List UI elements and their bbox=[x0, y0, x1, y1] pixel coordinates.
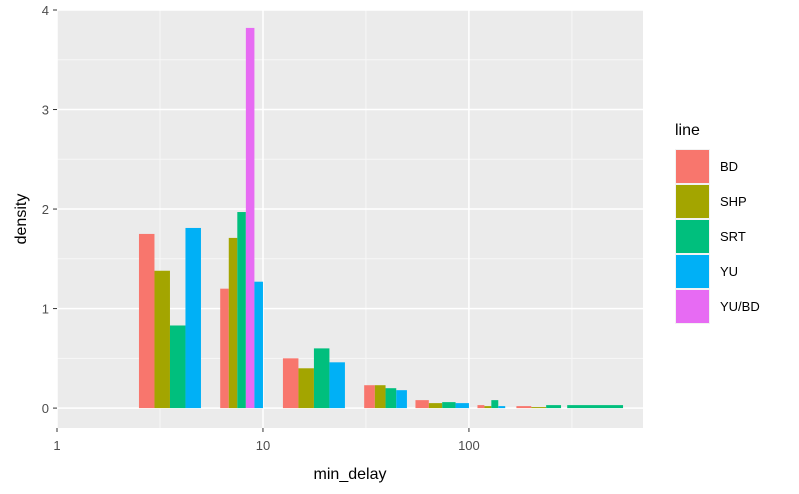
bar-yu bbox=[396, 390, 407, 409]
legend-swatch bbox=[676, 185, 709, 218]
legend-swatch bbox=[676, 150, 709, 183]
bar-shp bbox=[374, 385, 386, 409]
legend-label: YU bbox=[720, 264, 738, 279]
y-axis-title: density bbox=[13, 194, 30, 245]
bar-bd bbox=[364, 385, 375, 409]
bar-yu bbox=[455, 403, 469, 409]
legend-swatch bbox=[676, 220, 709, 253]
legend-swatch bbox=[676, 290, 709, 323]
bars bbox=[138, 27, 624, 409]
bar-yu-bd bbox=[245, 27, 255, 409]
bar-srt bbox=[313, 348, 330, 409]
bar-srt bbox=[237, 212, 246, 409]
bar-yu bbox=[329, 362, 345, 409]
bar-srt bbox=[442, 402, 456, 409]
legend: line BD SHP SRT YU YU/BD bbox=[675, 122, 760, 324]
legend-label: SHP bbox=[720, 194, 747, 209]
x-axis-title: min_delay bbox=[314, 466, 387, 483]
x-tick-label: 100 bbox=[458, 438, 480, 453]
legend-label: BD bbox=[720, 159, 738, 174]
bar-yu bbox=[498, 406, 506, 409]
bar-shp bbox=[298, 368, 314, 409]
bar-shp bbox=[531, 407, 547, 409]
y-tick-label: 2 bbox=[42, 202, 49, 217]
x-axis: 1 10 100 bbox=[53, 428, 480, 453]
bar-srt bbox=[567, 405, 624, 409]
bar-bd bbox=[138, 233, 155, 409]
x-tick-label: 1 bbox=[53, 438, 60, 453]
y-tick-label: 3 bbox=[42, 103, 49, 118]
bar-shp bbox=[228, 237, 238, 409]
bar-yu bbox=[185, 227, 201, 409]
legend-title: line bbox=[675, 122, 700, 139]
legend-label: YU/BD bbox=[720, 299, 760, 314]
bar-shp bbox=[484, 406, 492, 409]
bar-srt bbox=[169, 325, 186, 409]
x-tick-label: 10 bbox=[256, 438, 270, 453]
bar-yu bbox=[254, 281, 263, 409]
bar-srt bbox=[546, 405, 562, 409]
bar-shp bbox=[154, 270, 170, 409]
bar-shp bbox=[428, 403, 443, 409]
bar-bd bbox=[282, 358, 299, 409]
legend-items: BD SHP SRT YU YU/BD bbox=[675, 149, 760, 324]
bar-bd bbox=[415, 400, 429, 409]
y-tick-label: 0 bbox=[42, 401, 49, 416]
bar-srt bbox=[385, 388, 397, 409]
legend-swatch bbox=[676, 255, 709, 288]
y-tick-label: 4 bbox=[42, 3, 49, 18]
bar-srt bbox=[491, 400, 499, 409]
y-tick-label: 1 bbox=[42, 302, 49, 317]
bar-bd bbox=[516, 406, 532, 409]
bar-bd bbox=[477, 405, 485, 409]
bar-bd bbox=[220, 288, 229, 409]
y-axis: 0 1 2 3 4 bbox=[42, 3, 57, 416]
legend-label: SRT bbox=[720, 229, 746, 244]
